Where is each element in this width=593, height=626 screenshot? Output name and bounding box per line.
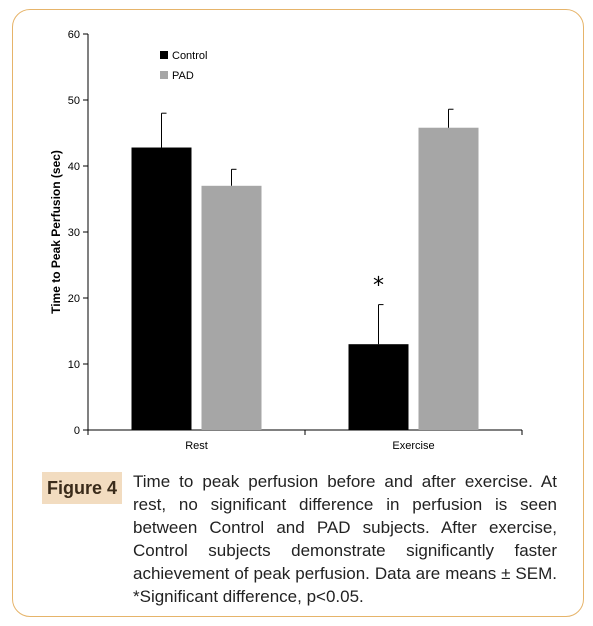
y-tick-label: 40 — [68, 161, 80, 173]
figure-frame — [12, 9, 584, 617]
bar-pad-rest — [201, 185, 262, 430]
bar-control-rest — [131, 147, 192, 430]
x-axis: Rest Exercise — [87, 429, 523, 452]
y-axis-title: Time to Peak Perfusion (sec) — [49, 150, 63, 314]
legend-swatch-control — [160, 51, 168, 59]
y-tick-label: 50 — [68, 95, 80, 107]
bar-pad-exercise — [418, 127, 479, 430]
y-tick-label: 60 — [68, 29, 80, 41]
legend-label-control: Control — [172, 50, 207, 62]
bar-control-exercise — [348, 344, 409, 430]
y-tick-label: 0 — [74, 425, 80, 437]
y-tick-label: 30 — [68, 227, 80, 239]
legend-label-pad: PAD — [172, 70, 194, 82]
y-tick-label: 20 — [68, 293, 80, 305]
significance-asterisk: * — [373, 274, 384, 299]
x-tick-label-rest: Rest — [185, 440, 208, 452]
figure-label: Figure 4 — [42, 472, 122, 504]
bars: * — [131, 108, 479, 430]
y-axis: 0 10 20 30 40 50 60 — [68, 29, 89, 437]
x-tick-label-exercise: Exercise — [392, 440, 434, 452]
legend: Control PAD — [160, 50, 207, 82]
figure-caption: Time to peak perfusion before and after … — [133, 472, 557, 606]
legend-swatch-pad — [160, 71, 168, 79]
y-tick-label: 10 — [68, 359, 80, 371]
